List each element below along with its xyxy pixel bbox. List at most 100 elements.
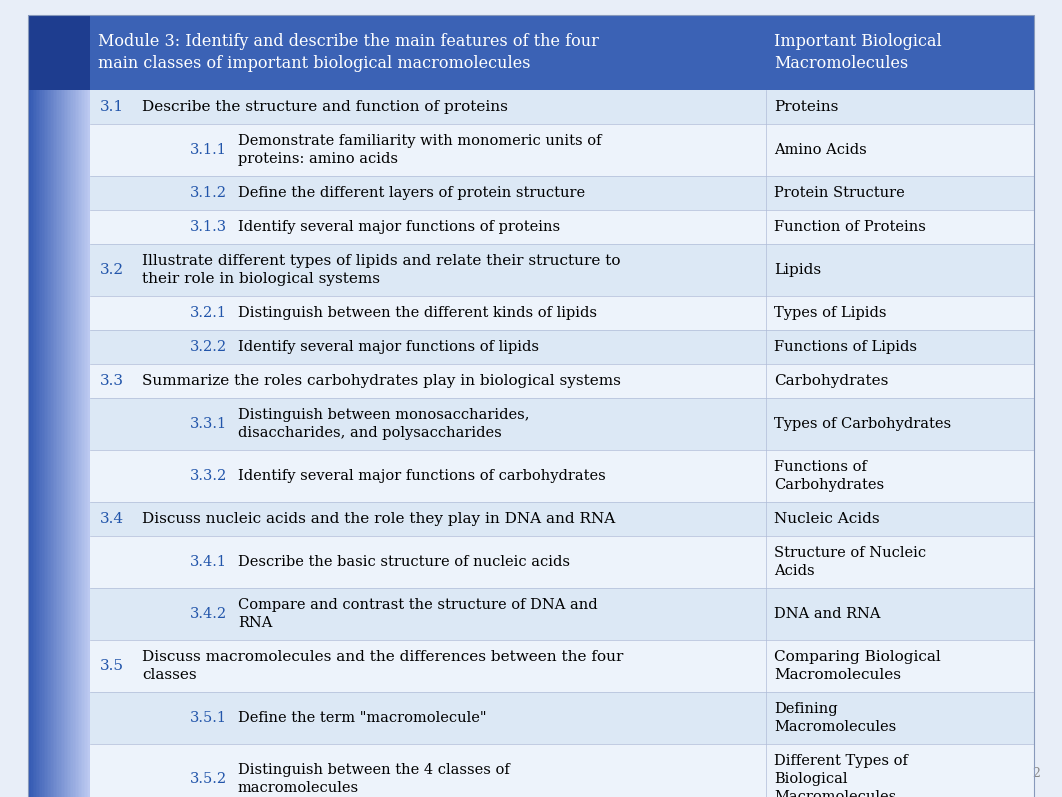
Bar [59, 15, 61, 797]
Text: Discuss macromolecules and the differences between the four
classes: Discuss macromolecules and the differenc… [142, 650, 623, 682]
Text: Describe the basic structure of nucleic acids: Describe the basic structure of nucleic … [238, 555, 570, 569]
Text: Identify several major functions of carbohydrates: Identify several major functions of carb… [238, 469, 605, 483]
Text: 3.3.2: 3.3.2 [190, 469, 227, 483]
Bar [28, 15, 1034, 90]
Text: Distinguish between the 4 classes of
macromolecules: Distinguish between the 4 classes of mac… [238, 763, 510, 795]
Bar [62, 15, 64, 797]
Text: Functions of Lipids: Functions of Lipids [774, 340, 917, 354]
Text: Identify several major functions of lipids: Identify several major functions of lipi… [238, 340, 539, 354]
Text: 3.5: 3.5 [100, 659, 124, 673]
Text: Describe the structure and function of proteins: Describe the structure and function of p… [142, 100, 508, 114]
Text: 3.1.3: 3.1.3 [190, 220, 227, 234]
Bar [28, 15, 90, 90]
Text: 3.1.1: 3.1.1 [190, 143, 227, 157]
Text: Protein Structure: Protein Structure [774, 186, 905, 200]
Bar [90, 364, 1034, 398]
Bar [74, 15, 76, 797]
Bar [90, 692, 1034, 744]
Bar [84, 15, 86, 797]
Bar [47, 15, 49, 797]
Bar [81, 15, 83, 797]
Text: Define the term "macromolecule": Define the term "macromolecule" [238, 711, 486, 725]
Bar [64, 15, 66, 797]
Bar [90, 124, 1034, 176]
Text: Structure of Nucleic
Acids: Structure of Nucleic Acids [774, 546, 926, 578]
Text: Carbohydrates: Carbohydrates [774, 374, 889, 388]
Bar [78, 15, 80, 797]
Text: 3.2.1: 3.2.1 [190, 306, 227, 320]
Bar [80, 15, 81, 797]
Text: 3.3: 3.3 [100, 374, 124, 388]
Text: Defining
Macromolecules: Defining Macromolecules [774, 702, 896, 734]
Text: 3.2: 3.2 [100, 263, 124, 277]
Text: Proteins: Proteins [774, 100, 838, 114]
Bar [57, 15, 59, 797]
Text: Compare and contrast the structure of DNA and
RNA: Compare and contrast the structure of DN… [238, 598, 598, 630]
Text: 2: 2 [1032, 767, 1040, 780]
Bar [53, 15, 55, 797]
Bar [45, 15, 47, 797]
Bar [50, 15, 52, 797]
Bar [76, 15, 79, 797]
Bar [39, 15, 41, 797]
Bar [90, 210, 1034, 244]
Text: Important Biological
Macromolecules: Important Biological Macromolecules [774, 33, 942, 73]
Text: Types of Carbohydrates: Types of Carbohydrates [774, 417, 952, 431]
Bar [90, 502, 1034, 536]
Text: Nucleic Acids: Nucleic Acids [774, 512, 879, 526]
Bar [65, 15, 67, 797]
Bar [56, 15, 58, 797]
Text: Module 3: Identify and describe the main features of the four
main classes of im: Module 3: Identify and describe the main… [98, 33, 599, 73]
Text: Distinguish between the different kinds of lipids: Distinguish between the different kinds … [238, 306, 597, 320]
Bar [67, 15, 69, 797]
Bar [48, 15, 50, 797]
Text: Lipids: Lipids [774, 263, 821, 277]
Bar [34, 15, 36, 797]
Text: Distinguish between monosaccharides,
disaccharides, and polysaccharides: Distinguish between monosaccharides, dis… [238, 408, 530, 440]
Bar [90, 398, 1034, 450]
Bar [42, 15, 44, 797]
Text: Functions of
Carbohydrates: Functions of Carbohydrates [774, 460, 885, 492]
Text: Comparing Biological
Macromolecules: Comparing Biological Macromolecules [774, 650, 941, 682]
Bar [82, 15, 84, 797]
Bar [90, 90, 1034, 124]
Bar [70, 15, 72, 797]
Text: Function of Proteins: Function of Proteins [774, 220, 926, 234]
Bar [37, 15, 39, 797]
Text: 3.5.2: 3.5.2 [190, 772, 227, 786]
Text: 3.4.1: 3.4.1 [190, 555, 227, 569]
Bar [40, 15, 42, 797]
Bar [30, 15, 32, 797]
Text: DNA and RNA: DNA and RNA [774, 607, 880, 621]
Text: Types of Lipids: Types of Lipids [774, 306, 887, 320]
Text: Summarize the roles carbohydrates play in biological systems: Summarize the roles carbohydrates play i… [142, 374, 621, 388]
Bar [90, 640, 1034, 692]
Bar [90, 536, 1034, 588]
Text: 3.4: 3.4 [100, 512, 124, 526]
Bar [31, 15, 33, 797]
Bar [44, 15, 46, 797]
Bar [71, 15, 73, 797]
Bar [73, 15, 75, 797]
Bar [28, 15, 30, 797]
Bar [88, 15, 90, 797]
Bar [36, 15, 38, 797]
Bar [90, 244, 1034, 296]
Text: 3.4.2: 3.4.2 [190, 607, 227, 621]
Text: Amino Acids: Amino Acids [774, 143, 867, 157]
Bar [90, 588, 1034, 640]
Bar [90, 744, 1034, 797]
Bar [90, 176, 1034, 210]
Bar [51, 15, 53, 797]
Bar [90, 330, 1034, 364]
Bar [61, 15, 63, 797]
Bar [90, 450, 1034, 502]
Bar [33, 15, 35, 797]
Text: Demonstrate familiarity with monomeric units of
proteins: amino acids: Demonstrate familiarity with monomeric u… [238, 134, 601, 166]
Text: Identify several major functions of proteins: Identify several major functions of prot… [238, 220, 560, 234]
Bar [85, 15, 87, 797]
Text: 3.2.2: 3.2.2 [190, 340, 227, 354]
Text: Discuss nucleic acids and the role they play in DNA and RNA: Discuss nucleic acids and the role they … [142, 512, 615, 526]
Text: 3.1: 3.1 [100, 100, 124, 114]
Text: Different Types of
Biological
Macromolecules: Different Types of Biological Macromolec… [774, 754, 908, 797]
